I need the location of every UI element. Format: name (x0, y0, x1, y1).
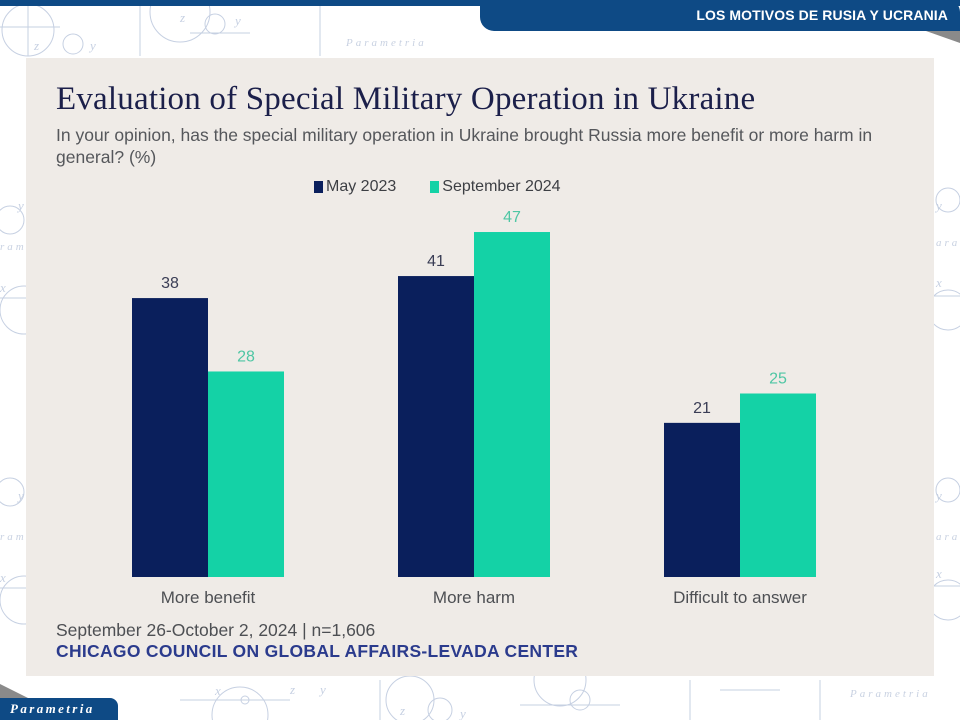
svg-text:y: y (16, 198, 24, 213)
parametria-logo: Parametria (0, 698, 118, 720)
svg-text:z: z (289, 682, 295, 697)
legend-label: September 2024 (442, 178, 561, 195)
svg-text:z: z (33, 38, 39, 53)
bar-difficult-to-answer-september-2024 (740, 393, 816, 577)
data-label-difficult-to-answer-may-2023: 21 (693, 400, 711, 417)
svg-text:z: z (179, 10, 185, 25)
watermark-text: Parametria (346, 37, 427, 49)
chart-subtitle: In your opinion, has the special militar… (56, 125, 873, 167)
chart-legend: May 2023 September 2024 (314, 178, 595, 196)
watermark-text: ram (0, 531, 27, 543)
slide-header: LOS MOTIVOS DE RUSIA Y UCRANIA (480, 0, 960, 31)
chart-title: Evaluation of Special Military Operation… (56, 81, 756, 117)
legend-item-september-2024: September 2024 (430, 178, 561, 196)
svg-text:y: y (318, 682, 326, 697)
bar-chart: 38 28 More benefit 41 47 More harm 21 25 Difficu… (132, 209, 816, 607)
chart-footnote: September 26-October 2, 2024 | n=1,606 (56, 620, 376, 640)
legend-label: May 2023 (326, 178, 397, 195)
watermark-text: ara (936, 237, 960, 249)
data-label-more-benefit-may-2023: 38 (161, 275, 179, 292)
slide-title: LOS MOTIVOS DE RUSIA Y UCRANIA (696, 7, 948, 23)
category-label-difficult-to-answer: Difficult to answer (673, 588, 807, 607)
chart-source: CHICAGO COUNCIL ON GLOBAL AFFAIRS-LEVADA… (56, 641, 579, 661)
svg-text:y: y (233, 13, 241, 28)
svg-text:x: x (0, 570, 6, 585)
bar-more-benefit-may-2023 (132, 298, 208, 577)
svg-text:y: y (16, 488, 24, 503)
logo-text: Parametria (10, 701, 95, 716)
legend-item-may-2023: May 2023 (314, 178, 396, 196)
bar-more-harm-may-2023 (398, 276, 474, 577)
svg-text:x: x (0, 280, 6, 295)
legend-swatch-september-2024 (430, 181, 440, 193)
svg-text:x: x (214, 683, 221, 698)
bar-more-harm-september-2024 (474, 232, 550, 577)
bar-more-benefit-september-2024 (208, 371, 284, 577)
svg-text:y: y (934, 198, 942, 213)
svg-text:x: x (935, 566, 942, 581)
chart-panel: Evaluation of Special Military Operation… (26, 58, 934, 676)
watermark-text: ram (0, 241, 27, 253)
category-label-more-harm: More harm (433, 588, 515, 607)
logo-shadow-decoration (0, 684, 28, 698)
svg-text:y: y (934, 488, 942, 503)
category-label-more-benefit: More benefit (161, 588, 256, 607)
watermark-text: ara (936, 531, 960, 543)
svg-text:z: z (399, 703, 405, 718)
svg-text:x: x (935, 275, 942, 290)
bar-difficult-to-answer-may-2023 (664, 422, 740, 577)
data-label-more-harm-may-2023: 41 (427, 253, 445, 270)
svg-text:y: y (458, 706, 466, 720)
data-label-more-benefit-september-2024: 28 (237, 348, 255, 365)
data-label-more-harm-september-2024: 47 (503, 209, 521, 226)
header-shadow-decoration (926, 31, 960, 43)
data-label-difficult-to-answer-september-2024: 25 (769, 371, 787, 388)
svg-text:y: y (88, 38, 96, 53)
legend-swatch-may-2023 (314, 181, 323, 193)
watermark-text: Parametria (850, 688, 931, 700)
